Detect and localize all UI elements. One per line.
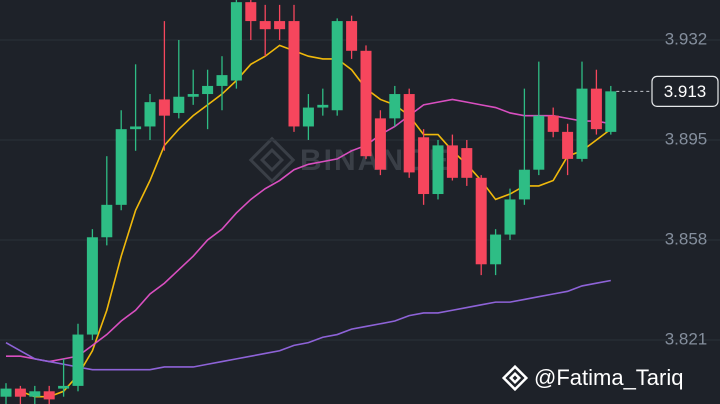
y-tick-label: 3.821	[665, 329, 708, 348]
candle-body	[605, 91, 617, 132]
candle-body	[590, 88, 602, 130]
last-price-tag	[651, 75, 719, 107]
candle-body	[216, 75, 228, 86]
candle-body	[274, 21, 286, 30]
candle-body	[144, 102, 156, 127]
candle-body	[360, 50, 372, 157]
y-tick-label: 3.858	[665, 229, 708, 248]
candle-body	[533, 115, 545, 170]
candle-body	[374, 118, 386, 170]
candle-body	[562, 131, 574, 159]
candle-body	[547, 115, 559, 132]
candle-body	[0, 388, 12, 397]
candle-body	[245, 2, 257, 22]
candle-body	[389, 94, 401, 119]
candle-body	[317, 104, 329, 108]
candle-body	[86, 237, 98, 335]
candle-body	[432, 145, 444, 195]
watermark-logo	[248, 136, 296, 184]
candle-body	[418, 137, 430, 195]
candle-body	[259, 21, 271, 30]
candle-body	[187, 94, 199, 97]
candle-body	[115, 129, 127, 205]
credit: @Fatima_Tariq	[501, 364, 684, 392]
candle-body	[331, 21, 343, 111]
candle-body	[446, 145, 458, 178]
candle-body	[101, 204, 113, 238]
candle-body	[72, 334, 84, 386]
candle-body	[475, 177, 487, 265]
candle-body	[202, 85, 214, 95]
moving-average-line	[20, 44, 612, 398]
candle-body	[130, 126, 142, 130]
candle-body	[288, 21, 300, 127]
candle-body	[230, 2, 242, 81]
candle-body	[461, 148, 473, 178]
candle-body	[403, 94, 415, 173]
credit-logo	[501, 364, 529, 392]
credit-text: @Fatima_Tariq	[534, 365, 684, 390]
candle-body	[518, 169, 530, 200]
y-tick-label: 3.932	[665, 29, 708, 48]
candle-body	[14, 388, 26, 397]
candle-body	[173, 96, 185, 113]
candle-body	[504, 199, 516, 235]
candle-body	[43, 391, 55, 400]
candle-body	[346, 21, 358, 51]
y-tick-label: 3.895	[665, 129, 708, 148]
moving-average-line	[5, 279, 611, 371]
candle-body	[302, 107, 314, 127]
last-price-label: 3.913	[664, 82, 707, 101]
candle-body	[158, 99, 170, 116]
moving-average-line	[6, 98, 611, 363]
candle-body	[576, 88, 588, 159]
candle-body	[29, 391, 41, 397]
candle-body	[58, 385, 70, 389]
candle-body	[490, 234, 502, 265]
